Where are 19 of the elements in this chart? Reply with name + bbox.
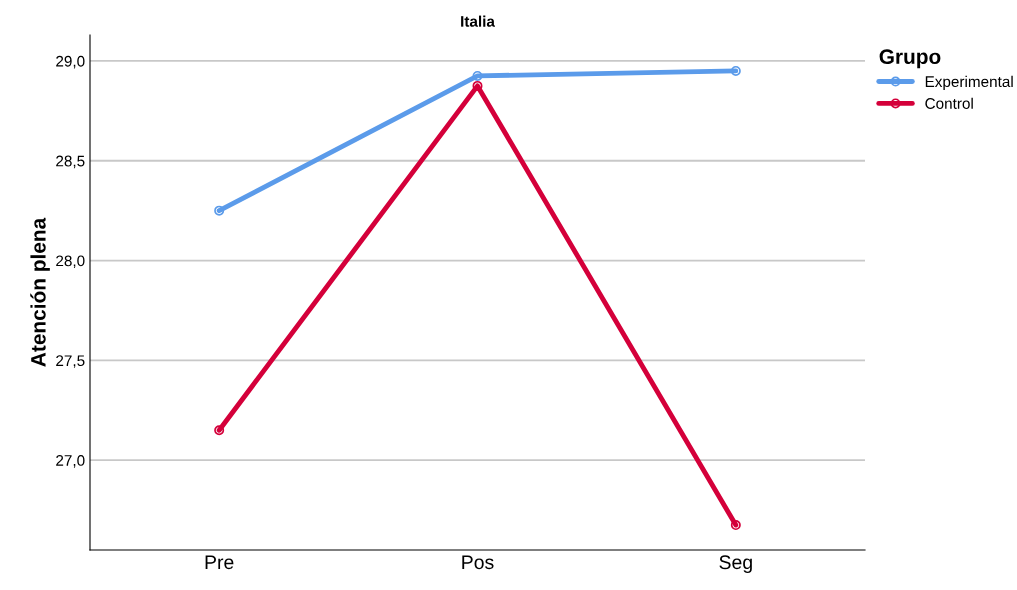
x-tick-label: Pos [462,555,494,570]
y-tick-label: 27,5 [56,355,85,368]
y-tick-label: 28,5 [56,155,85,169]
point [214,205,225,216]
y-axis-title: Atención plena [30,217,50,367]
point [730,65,741,76]
legend-label: Control [925,97,973,109]
y-tick-label: 29,0 [56,55,85,69]
legend-label: Experimental [925,75,1013,91]
point [214,425,225,436]
chart-title: Italia [461,15,496,27]
legend-title: Grupo [879,49,941,69]
point [472,80,483,91]
x-tick-label: Pre [205,555,234,570]
x-tick-label: Seg [719,555,752,573]
y-tick-label: 27,0 [56,455,85,468]
point [730,520,741,531]
point [472,70,483,81]
y-tick-label: 28,0 [56,255,85,269]
